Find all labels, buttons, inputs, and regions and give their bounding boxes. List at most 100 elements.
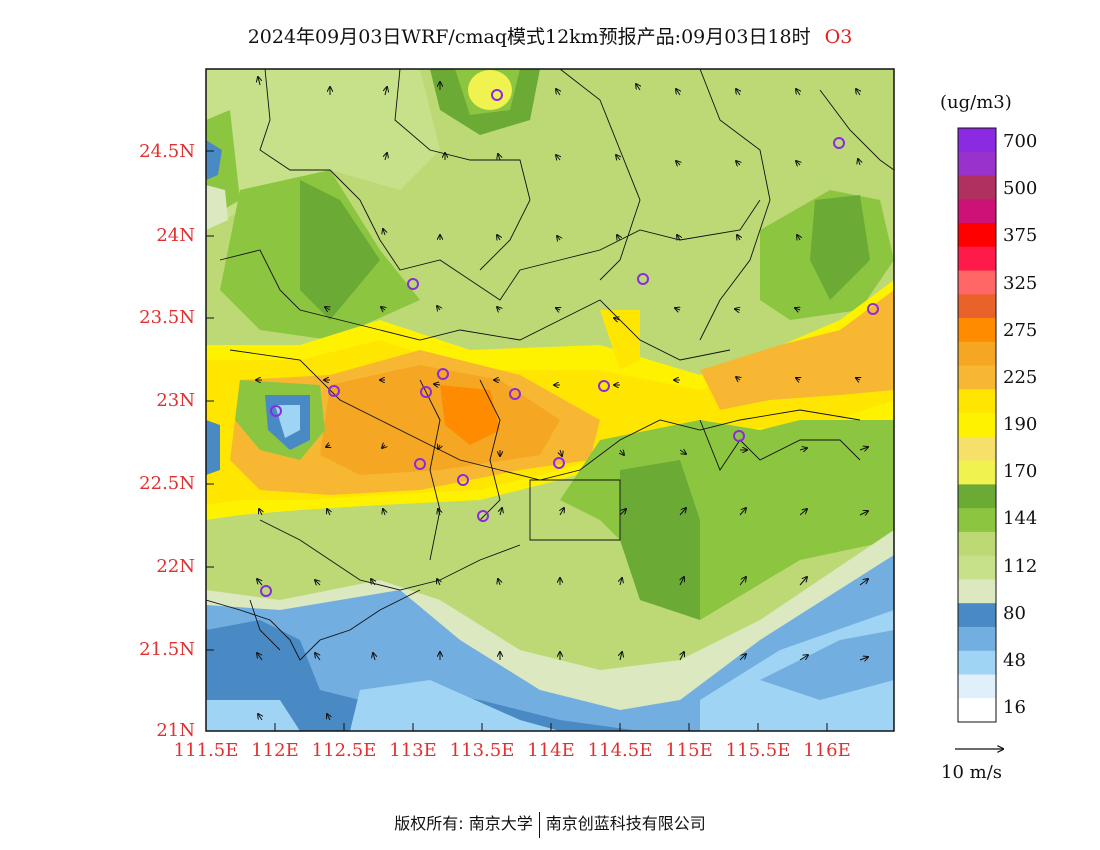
wind-arrow	[327, 509, 330, 516]
wind-arrow	[556, 155, 560, 160]
wind-arrow	[556, 89, 560, 96]
lon-label: 112E	[251, 740, 299, 761]
wind-arrow	[620, 450, 624, 455]
wind-arrow	[679, 450, 686, 454]
wind-arrow	[680, 577, 684, 586]
colorbar-label: 325	[1003, 272, 1038, 294]
colorbar-swatch	[958, 294, 996, 319]
lon-label: 113.5E	[449, 740, 515, 761]
wind-arrow	[437, 579, 440, 586]
colorbar-swatch	[958, 175, 996, 200]
wind-arrow	[556, 308, 560, 310]
wind-arrow	[371, 579, 375, 586]
wind-arrow	[326, 445, 330, 447]
wind-arrow	[498, 579, 500, 586]
colorbar-swatch	[958, 531, 996, 557]
wind-arrow	[385, 87, 387, 96]
wind-arrow	[795, 308, 800, 310]
colorbar-swatch	[958, 579, 996, 604]
colorbar-label: 16	[1003, 697, 1026, 718]
chart-title: 2024年09月03日WRF/cmaq模式12km预报产品:09月03日18时 O…	[0, 22, 1100, 49]
copyright-footer: 版权所有: 南京大学 南京创蓝科技有限公司	[0, 810, 1100, 838]
colorbar-swatch	[958, 603, 996, 628]
lat-label: 24.5N	[139, 141, 195, 162]
wind-arrow	[799, 655, 808, 661]
colorbar-label: 700	[1003, 131, 1038, 152]
lon-label: 115E	[665, 740, 713, 761]
wind-arrow	[257, 653, 263, 661]
colorbar-label: 112	[1003, 555, 1038, 577]
wind-arrow	[735, 309, 740, 310]
title-species: O3	[824, 26, 853, 48]
lon-label: 112.5E	[311, 740, 377, 761]
wind-arrow	[557, 236, 560, 240]
wind-arrow	[736, 89, 740, 96]
title-main: 2024年09月03日WRF/cmaq模式12km预报产品:09月03日18时	[247, 26, 811, 48]
colorbar	[957, 127, 997, 723]
wind-arrow	[258, 714, 262, 721]
colorbar-swatch	[958, 389, 996, 414]
lat-label: 23N	[156, 390, 195, 411]
wind-arrow	[560, 449, 562, 456]
colorbar-swatch	[958, 128, 996, 153]
lat-label: 21.5N	[139, 639, 195, 660]
wind-arrow	[385, 153, 387, 161]
lon-label: 115.5E	[725, 740, 791, 761]
wind-reference-label: 10 m/s	[941, 762, 1002, 783]
wind-arrow	[736, 377, 740, 380]
wind-arrow	[258, 77, 260, 86]
colorbar-swatch	[958, 223, 996, 248]
colorbar-swatch	[958, 199, 996, 224]
wind-arrow	[859, 579, 868, 586]
footer-right: 南京创蓝科技有限公司	[545, 814, 706, 833]
wind-arrow	[799, 577, 807, 586]
colorbar-label: 170	[1003, 461, 1038, 483]
wind-arrow	[257, 579, 262, 586]
wind-arrow	[797, 235, 800, 240]
colorbar-label: 80	[1003, 602, 1026, 624]
colorbar-label: 190	[1003, 414, 1038, 435]
map-frame	[205, 68, 895, 732]
admin-boundaries	[206, 69, 894, 661]
wind-arrow	[560, 508, 564, 516]
colorbar-swatch	[958, 650, 996, 675]
concentration-field	[206, 69, 894, 731]
colorbar-swatch	[958, 674, 996, 699]
wind-arrow	[796, 378, 800, 380]
colorbar-swatch	[958, 555, 996, 580]
lon-label: 116E	[803, 740, 851, 761]
wind-arrow	[498, 154, 500, 161]
wind-arrow	[679, 508, 686, 516]
station-markers	[260, 89, 879, 597]
wind-arrow	[636, 84, 640, 91]
footer-divider	[538, 811, 540, 838]
wind-arrow	[434, 384, 441, 385]
wind-arrow	[736, 161, 740, 165]
wind-arrow	[383, 509, 385, 516]
lon-label: 111.5E	[173, 740, 239, 761]
wind-arrow	[381, 307, 385, 310]
wind-arrow	[737, 235, 740, 240]
colorbar-label: 48	[1003, 649, 1026, 671]
colorbar-swatch	[958, 484, 996, 509]
wind-arrow	[616, 155, 620, 160]
wind-arrow	[617, 235, 620, 240]
lat-label: 24N	[156, 225, 195, 246]
wind-arrow	[327, 714, 330, 721]
colorbar-label: 500	[1003, 178, 1038, 200]
wind-arrow	[676, 89, 680, 96]
colorbar-swatch	[958, 318, 996, 343]
wind-arrow	[739, 654, 746, 661]
colorbar-swatch	[958, 698, 996, 723]
wind-arrow	[437, 306, 440, 310]
colorbar-swatch	[958, 460, 996, 485]
wind-arrow	[676, 161, 680, 165]
colorbar-swatch	[958, 341, 996, 367]
lat-label: 22N	[156, 556, 195, 577]
lat-label: 23.5N	[139, 307, 195, 328]
wind-arrow	[315, 653, 321, 661]
wind-arrow	[497, 307, 500, 310]
lon-label: 113E	[389, 740, 437, 761]
colorbar-frame	[957, 127, 997, 723]
colorbar-label: 375	[1003, 225, 1038, 247]
